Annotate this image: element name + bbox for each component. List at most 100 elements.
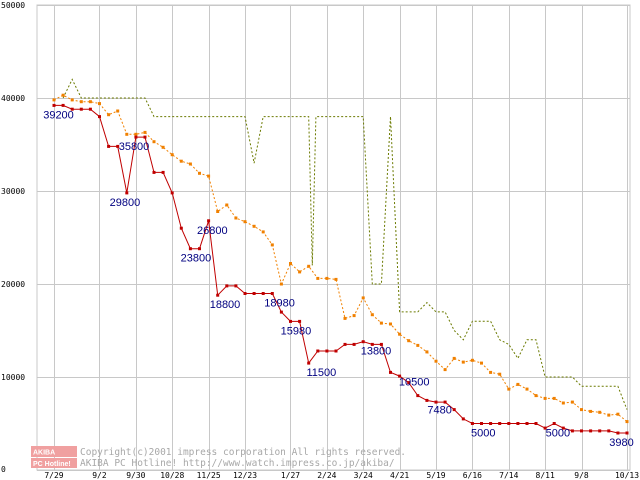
data-label: 23800 (181, 253, 212, 265)
point-average (525, 387, 529, 391)
x-tick-label: 5/19 (426, 471, 445, 480)
series-min (52, 103, 629, 435)
point-average (352, 314, 356, 318)
point-min (243, 292, 247, 295)
point-average (143, 130, 147, 134)
data-label: 5000 (546, 428, 570, 440)
plot-frame (36, 4, 631, 471)
point-min (152, 170, 156, 174)
x-tick-label: 7/29 (44, 471, 63, 480)
point-average (198, 171, 201, 175)
series-line-min (54, 104, 627, 434)
point-min (398, 374, 402, 378)
x-tick-label: 10/28 (160, 471, 184, 480)
point-average (188, 162, 192, 166)
point-min (234, 284, 238, 288)
point-average (598, 410, 602, 414)
point-min (52, 103, 56, 107)
point-average (298, 270, 302, 274)
point-min (561, 426, 565, 430)
point-average (61, 93, 65, 97)
x-tick-label: 1/27 (281, 471, 300, 480)
x-tick-label: 2/24 (317, 471, 336, 480)
point-average (398, 332, 402, 336)
point-min (507, 422, 511, 425)
point-average (489, 370, 493, 374)
point-min (198, 247, 201, 251)
point-min (616, 431, 620, 435)
data-label: 39200 (43, 109, 74, 121)
point-average (407, 339, 411, 343)
x-tick-label: 7/14 (499, 471, 518, 480)
point-min (261, 292, 265, 295)
x-tick-label: 6/16 (463, 471, 482, 480)
x-tick-label: 12/23 (233, 471, 257, 480)
point-min (79, 107, 83, 111)
point-average (125, 132, 129, 136)
point-average (507, 387, 511, 391)
x-tick-label: 9/30 (126, 471, 145, 480)
x-tick-label: 11/25 (197, 471, 221, 480)
point-average (543, 396, 547, 400)
point-average (279, 282, 283, 286)
y-tick-label: 40000 (1, 94, 25, 103)
point-min (216, 293, 220, 297)
point-min (607, 429, 611, 433)
point-average (289, 262, 292, 265)
point-average (516, 382, 520, 386)
data-label: 13800 (361, 346, 392, 358)
series-average (52, 93, 629, 424)
y-tick-label: 20000 (1, 280, 25, 289)
x-tick-label: 10/13 (615, 471, 639, 480)
point-min (443, 400, 447, 404)
series-group (52, 78, 629, 435)
y-tick-label: 0 (1, 465, 6, 474)
point-average (225, 203, 229, 207)
point-min (598, 429, 602, 433)
point-min (407, 381, 411, 385)
point-average (216, 210, 220, 213)
point-average (79, 100, 83, 104)
copyright-line-2: AKIBA PC Hotline! http://www.watch.impre… (80, 458, 395, 469)
logo-bottom-text: PC Hotline! (33, 461, 71, 468)
data-label: 26800 (197, 225, 228, 237)
point-average (370, 313, 374, 317)
point-min (452, 408, 456, 412)
point-average (179, 159, 183, 163)
point-average (134, 132, 138, 136)
point-average (452, 356, 456, 360)
point-min (188, 247, 192, 251)
point-min (107, 144, 111, 148)
point-average (307, 264, 311, 268)
point-average (207, 174, 211, 178)
akiba-logo: AKIBA PC Hotline! (31, 446, 77, 468)
point-average (270, 243, 274, 247)
data-label: 18800 (210, 299, 241, 311)
logo-top-text: AKIBA (33, 450, 55, 457)
point-min (370, 342, 374, 346)
data-label: 35800 (119, 141, 150, 153)
point-average (589, 409, 593, 413)
point-min (425, 398, 429, 402)
y-tick-label: 10000 (1, 373, 25, 382)
data-label: 10500 (399, 376, 430, 388)
point-average (98, 102, 101, 106)
point-average (625, 420, 629, 424)
point-min (88, 107, 92, 111)
y-tick-label: 50000 (1, 1, 25, 10)
point-min (525, 422, 529, 425)
point-average (616, 412, 620, 416)
point-min (543, 426, 547, 430)
point-average (88, 100, 92, 104)
logo-top-block (31, 446, 77, 457)
point-average (425, 350, 429, 354)
point-average (570, 400, 574, 404)
point-min (434, 400, 438, 404)
x-tick-label: 9/2 (92, 471, 107, 480)
point-average (416, 343, 420, 347)
point-min (270, 292, 274, 295)
point-min (580, 429, 583, 433)
point-average (498, 372, 502, 376)
